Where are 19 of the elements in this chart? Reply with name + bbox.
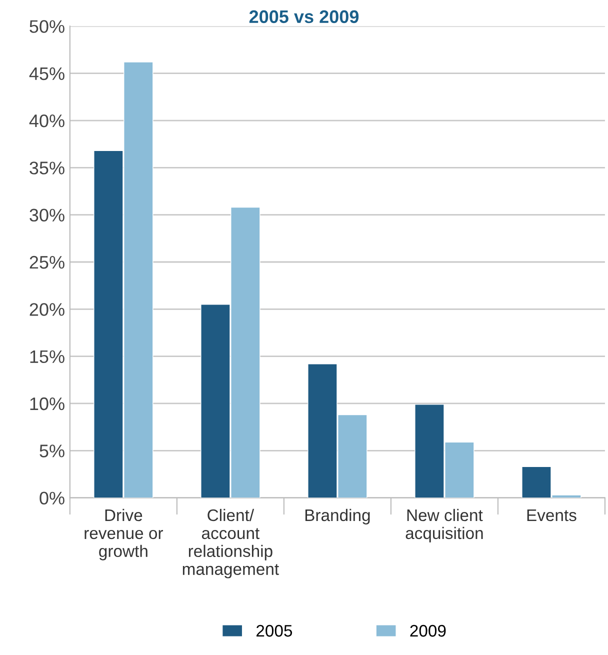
y-tick-label: 40% [29, 114, 64, 128]
x-tick-label: Drive revenue or growth [84, 508, 163, 560]
legend-label: 2005 [256, 624, 292, 637]
y-tick-label: 35% [30, 162, 64, 174]
x-tick-label: Events [527, 510, 576, 522]
y-tick-label: 45% [29, 67, 64, 80]
y-tick-label: 30% [30, 208, 64, 222]
y-tick-label: 15% [30, 350, 64, 364]
x-tick-label: Client/ account relationship management [182, 508, 279, 578]
x-tick-label: Branding [305, 508, 370, 524]
y-tick-label: 5% [40, 444, 64, 458]
y-tick-label: 0% [40, 492, 64, 505]
x-tick-label: New client acquisition [406, 508, 483, 542]
y-tick-label: 20% [30, 303, 64, 316]
chart-title: 2005 vs 2009 [249, 10, 359, 24]
legend-label: 2009 [410, 624, 446, 637]
y-tick-label: 10% [30, 397, 64, 410]
y-tick-label: 25% [30, 256, 64, 269]
y-tick-label: 50% [30, 20, 64, 33]
